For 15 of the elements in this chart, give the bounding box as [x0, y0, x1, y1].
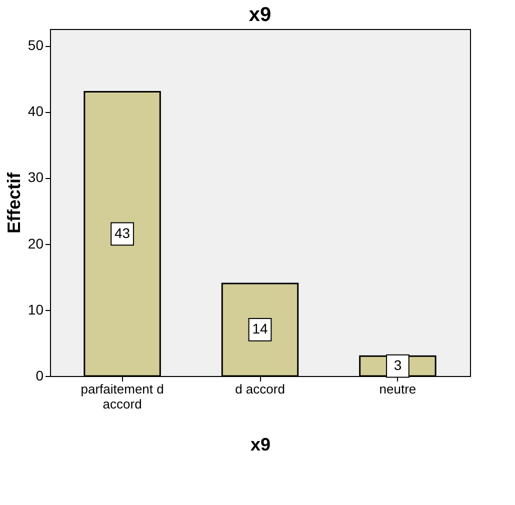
- y-tick-label: 0: [36, 368, 44, 384]
- y-axis-title: Effectif: [4, 171, 24, 234]
- data-label: 43: [114, 224, 130, 241]
- y-tick-label: 10: [28, 301, 44, 318]
- x-tick-label: d accord: [235, 382, 285, 396]
- y-tick-label: 40: [28, 103, 44, 120]
- data-label: 14: [252, 320, 268, 337]
- data-label: 3: [394, 357, 402, 374]
- x-tick-label: parfaitement d accord: [80, 382, 164, 412]
- y-tick-label: 30: [28, 169, 44, 186]
- chart-title: x9: [248, 4, 272, 26]
- y-tick-label: 20: [28, 235, 44, 252]
- x-tick-label: neutre: [379, 382, 416, 396]
- y-tick-label: 50: [28, 37, 44, 54]
- x-axis-title: x9: [250, 434, 271, 454]
